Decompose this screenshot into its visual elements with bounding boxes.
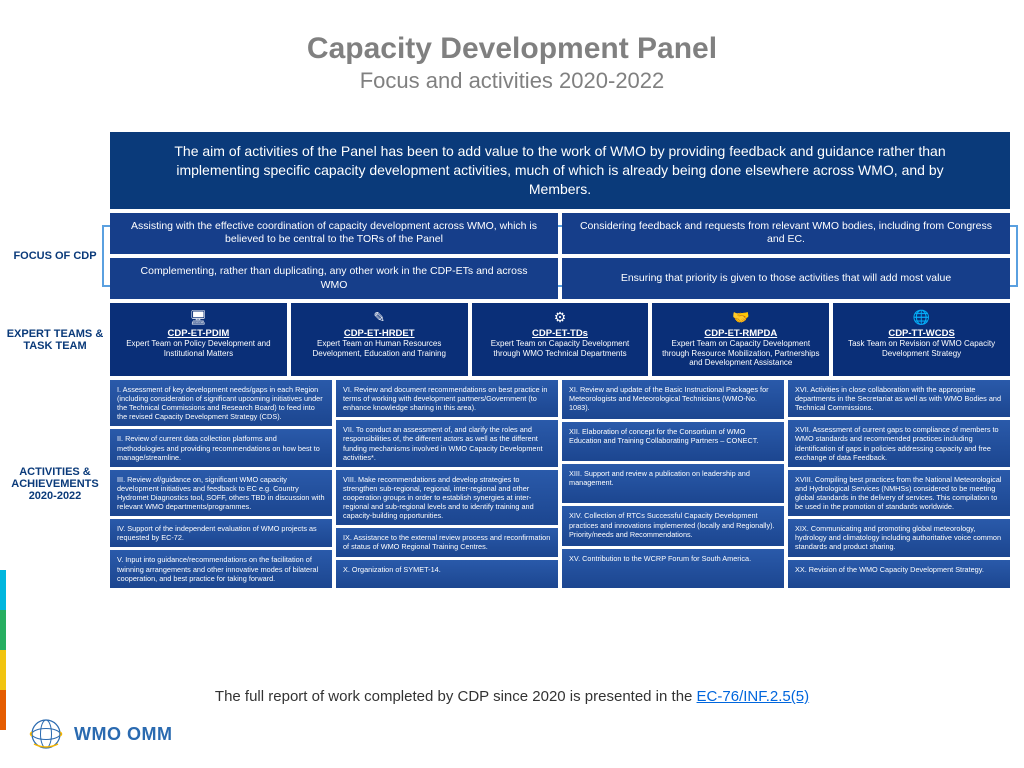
team-cell: 🤝 CDP-ET-RMPDAExpert Team on Capacity Dev… (652, 303, 829, 376)
activity-cell: I. Assessment of key development needs/g… (110, 380, 332, 426)
activity-cell: XIV. Collection of RTCs Successful Capac… (562, 506, 784, 545)
activity-cell: V. Input into guidance/recommendations o… (110, 550, 332, 587)
activities-row: ACTIVITIES & ACHIEVEMENTS 2020-2022 I. A… (0, 380, 1024, 588)
activities-grid: I. Assessment of key development needs/g… (110, 380, 1010, 588)
team-cell: 🌐 CDP-TT-WCDSTask Team on Revision of WMO… (833, 303, 1010, 376)
aim-label-spacer (0, 132, 110, 209)
team-icon: ⚙ (476, 309, 645, 326)
activity-cell: VI. Review and document recommendations … (336, 380, 558, 417)
side-color-stripe (0, 570, 6, 730)
team-desc: Expert Team on Capacity Development thro… (656, 339, 825, 368)
team-desc: Expert Team on Human Resources Developme… (295, 339, 464, 358)
activity-cell: XV. Contribution to the WCRP Forum for S… (562, 549, 784, 588)
teams-grid: 🖥 CDP-ET-PDIMExpert Team on Policy Develo… (110, 303, 1010, 376)
teams-label: EXPERT TEAMS & TASK TEAM (0, 303, 110, 376)
page-subtitle: Focus and activities 2020-2022 (0, 68, 1024, 94)
team-desc: Expert Team on Capacity Development thro… (476, 339, 645, 358)
team-desc: Task Team on Revision of WMO Capacity De… (837, 339, 1006, 358)
team-cell: ⚙ CDP-ET-TDsExpert Team on Capacity Devel… (472, 303, 649, 376)
activity-cell: XVI. Activities in close collaboration w… (788, 380, 1010, 417)
team-code: CDP-ET-HRDET (295, 328, 464, 339)
team-icon: 🌐 (837, 309, 1006, 326)
activity-cell: II. Review of current data collection pl… (110, 429, 332, 466)
activity-cell: XI. Review and update of the Basic Instr… (562, 380, 784, 419)
activities-column: XVI. Activities in close collaboration w… (788, 380, 1010, 588)
focus-row: FOCUS OF CDP Assisting with the effectiv… (0, 213, 1024, 300)
activity-cell: XIX. Communicating and promoting global … (788, 519, 1010, 556)
aim-row: The aim of activities of the Panel has b… (0, 132, 1024, 209)
team-code: CDP-ET-PDIM (114, 328, 283, 339)
activity-cell: XII. Elaboration of concept for the Cons… (562, 422, 784, 461)
focus-label: FOCUS OF CDP (0, 213, 110, 300)
activities-column: I. Assessment of key development needs/g… (110, 380, 332, 588)
title-block: Capacity Development Panel Focus and act… (0, 0, 1024, 108)
wmo-emblem-icon (26, 714, 66, 754)
activity-cell: XX. Revision of the WMO Capacity Develop… (788, 560, 1010, 588)
focus-grid: Assisting with the effective coordinatio… (110, 213, 1010, 300)
stripe-segment (0, 570, 6, 610)
aim-statement: The aim of activities of the Panel has b… (110, 132, 1010, 209)
stripe-segment (0, 690, 6, 730)
activities-label: ACTIVITIES & ACHIEVEMENTS 2020-2022 (0, 380, 110, 588)
activity-cell: XIII. Support and review a publication o… (562, 464, 784, 503)
focus-cell: Ensuring that priority is given to those… (562, 258, 1010, 299)
activity-cell: X. Organization of SYMET-14. (336, 560, 558, 588)
team-icon: 🖥 (114, 309, 283, 326)
activity-cell: IX. Assistance to the external review pr… (336, 528, 558, 556)
wmo-logo: WMO OMM (26, 714, 172, 754)
wmo-logo-text: WMO OMM (74, 724, 172, 745)
team-desc: Expert Team on Policy Development and In… (114, 339, 283, 358)
focus-cell: Considering feedback and requests from r… (562, 213, 1010, 254)
activity-cell: VIII. Make recommendations and develop s… (336, 470, 558, 526)
activity-cell: VII. To conduct an assessment of, and cl… (336, 420, 558, 466)
team-icon: ✎ (295, 309, 464, 326)
stripe-segment (0, 610, 6, 650)
team-cell: ✎ CDP-ET-HRDETExpert Team on Human Resour… (291, 303, 468, 376)
team-code: CDP-ET-TDs (476, 328, 645, 339)
team-icon: 🤝 (656, 309, 825, 326)
footer-note: The full report of work completed by CDP… (0, 688, 1024, 705)
teams-row: EXPERT TEAMS & TASK TEAM 🖥CDP-ET-PDIMExp… (0, 303, 1024, 376)
report-link[interactable]: EC-76/INF.2.5(5) (697, 688, 810, 705)
activity-cell: XVIII. Compiling best practices from the… (788, 470, 1010, 516)
activity-cell: XVII. Assessment of current gaps to comp… (788, 420, 1010, 466)
team-code: CDP-ET-RMPDA (656, 328, 825, 339)
focus-cell: Assisting with the effective coordinatio… (110, 213, 558, 254)
activities-column: VI. Review and document recommendations … (336, 380, 558, 588)
activity-cell: IV. Support of the independent evaluatio… (110, 519, 332, 547)
team-code: CDP-TT-WCDS (837, 328, 1006, 339)
footer-prefix: The full report of work completed by CDP… (215, 688, 697, 705)
stripe-segment (0, 650, 6, 690)
main-diagram: The aim of activities of the Panel has b… (0, 132, 1024, 592)
activities-column: XI. Review and update of the Basic Instr… (562, 380, 784, 588)
team-cell: 🖥 CDP-ET-PDIMExpert Team on Policy Develo… (110, 303, 287, 376)
focus-cell: Complementing, rather than duplicating, … (110, 258, 558, 299)
activity-cell: III. Review of/guidance on, significant … (110, 470, 332, 516)
page-title: Capacity Development Panel (0, 32, 1024, 66)
